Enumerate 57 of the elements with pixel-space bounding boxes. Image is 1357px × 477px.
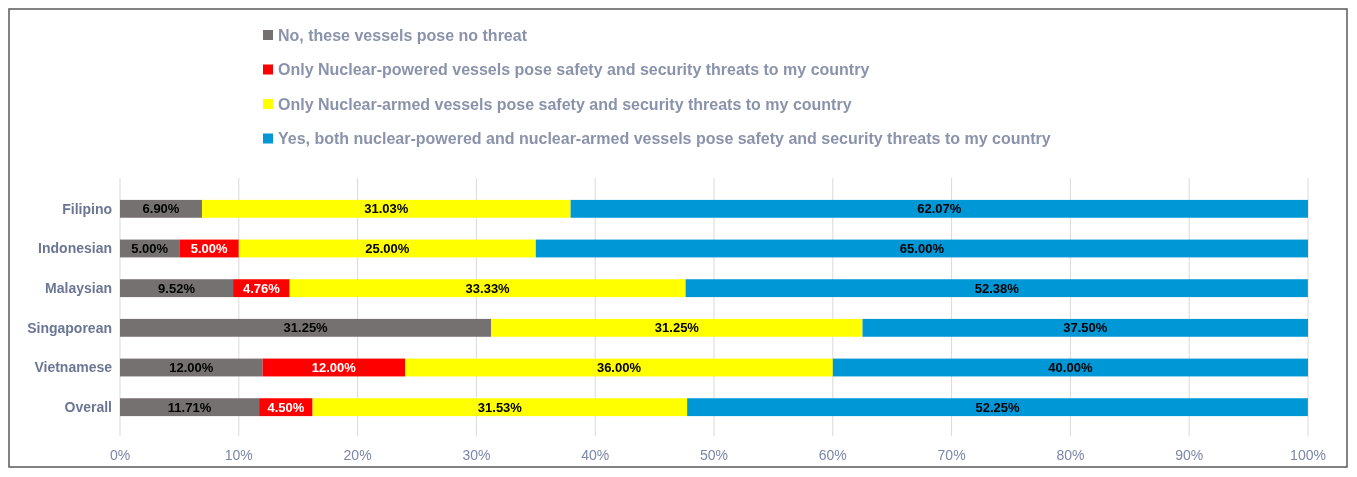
x-tick-label: 40% — [581, 447, 610, 463]
data-label: 31.03% — [364, 201, 409, 217]
data-label: 5.00% — [131, 241, 169, 257]
y-tick-label: Indonesian — [38, 240, 112, 257]
x-tick-label: 20% — [343, 447, 372, 463]
bar — [687, 398, 1308, 417]
data-label: 62.07% — [917, 201, 962, 217]
data-label: 4.76% — [242, 280, 281, 296]
data-label: 12.00% — [169, 360, 214, 376]
bar — [685, 279, 1308, 298]
y-tick-label: Malaysian — [45, 280, 112, 297]
data-label: 9.52% — [158, 280, 196, 296]
data-label: 33.33% — [465, 280, 511, 296]
legend-label: Yes, both nuclear-powered and nuclear-armed vessels pose safety and security threats to my country — [278, 130, 1051, 148]
bar — [862, 318, 1308, 337]
legend-label: Only Nuclear-armed vessels pose safety and security threats to my country — [278, 95, 852, 113]
bar — [238, 239, 536, 258]
x-tick-label: 70% — [937, 447, 966, 463]
bar — [312, 398, 688, 417]
data-label: 40.00% — [1048, 360, 1093, 376]
y-tick-label: Overall — [64, 399, 112, 416]
data-label: 31.25% — [283, 320, 329, 336]
data-label: 4.50% — [267, 399, 305, 415]
data-label: 12.00% — [311, 360, 357, 376]
bar — [535, 239, 1308, 258]
data-label: 65.00% — [899, 241, 945, 257]
x-tick-label: 90% — [1175, 447, 1204, 463]
x-tick-label: 100% — [1290, 447, 1326, 463]
data-label: 36.00% — [596, 360, 642, 376]
data-label: 52.38% — [974, 280, 1020, 296]
data-label: 5.00% — [190, 241, 228, 257]
legend-label: No, these vessels pose no threat — [278, 26, 528, 44]
y-tick-label: Vietnamese — [34, 359, 113, 376]
data-label: 25.00% — [365, 241, 410, 257]
data-label: 52.25% — [975, 399, 1020, 415]
y-tick-label: Singaporean — [27, 319, 112, 336]
y-tick-label: Filipino — [62, 200, 112, 217]
bar — [289, 279, 686, 298]
legend-label: Only Nuclear-powered vessels pose safety and security threats to my country — [278, 61, 870, 79]
x-tick-label: 60% — [818, 447, 847, 463]
x-tick-label: 10% — [224, 447, 253, 463]
x-tick-label: 80% — [1056, 447, 1085, 463]
data-label: 31.53% — [477, 399, 523, 415]
data-label: 11.71% — [167, 399, 212, 415]
x-tick-label: 0% — [109, 447, 131, 463]
bar — [491, 318, 863, 337]
x-tick-label: 50% — [699, 447, 729, 463]
data-label: 6.90% — [142, 201, 180, 217]
data-label: 37.50% — [1063, 320, 1108, 336]
data-label: 31.25% — [654, 320, 700, 336]
bar — [405, 358, 833, 377]
x-tick-label: 30% — [462, 447, 491, 463]
bar — [201, 199, 571, 218]
bar — [120, 398, 260, 417]
bar — [832, 358, 1308, 377]
bar — [120, 318, 492, 337]
bar — [570, 199, 1308, 218]
